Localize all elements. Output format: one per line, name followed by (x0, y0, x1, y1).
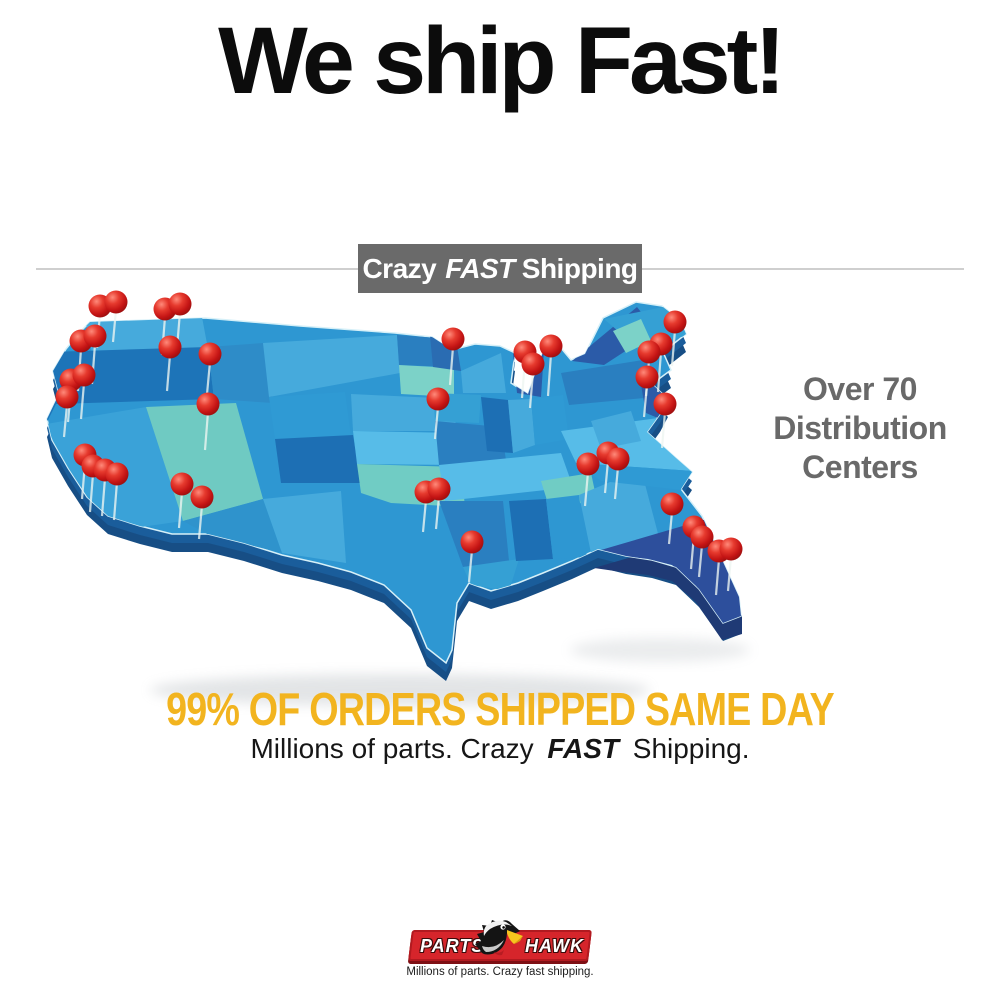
map-pin (55, 385, 79, 438)
subline-word-fast: FAST (547, 733, 619, 764)
map-pin (196, 392, 220, 451)
map-pin (158, 335, 182, 392)
map-pin (635, 365, 659, 418)
subline-part-1: Millions of parts. Crazy (250, 733, 534, 764)
distribution-line-1: Over 70 (803, 371, 917, 407)
map-pin (663, 310, 687, 367)
banner-word-fast: FAST (445, 252, 515, 284)
hawk-head-icon (475, 920, 523, 956)
subline-text: Millions of parts. Crazy FAST Shipping. (0, 733, 1000, 765)
map-pin (690, 525, 714, 578)
map-pin (719, 537, 743, 592)
map-pin (653, 392, 677, 449)
map-pin (426, 387, 450, 440)
map-pin (441, 327, 465, 386)
map-pin (660, 492, 684, 545)
map-pin (460, 530, 484, 583)
distribution-text: Over 70 Distribution Centers (754, 370, 966, 487)
logo-caption: Millions of parts. Crazy fast shipping. (406, 966, 594, 978)
subline-part-2: Shipping. (632, 733, 750, 764)
banner-word-crazy: Crazy (362, 252, 437, 284)
map-pin (576, 452, 600, 507)
map-pin (606, 447, 630, 500)
logo-word-parts: PARTS (420, 936, 485, 956)
map-pin (72, 363, 96, 420)
map-pin (104, 290, 128, 343)
partshawk-logo: PARTS HAWK Millions of parts. Crazy fast… (400, 916, 600, 988)
page-title: We ship Fast! (218, 8, 786, 114)
headline-text: 99% OF ORDERS SHIPPED SAME DAY (166, 683, 835, 735)
pins-layer (55, 290, 743, 596)
banner-word-shipping: Shipping (521, 252, 638, 284)
map-pin (105, 462, 129, 521)
shipping-banner: Crazy FAST Shipping (358, 244, 642, 293)
map-pin (427, 477, 451, 530)
distribution-line-3: Centers (802, 449, 918, 486)
logo-word-hawk: HAWK (525, 936, 584, 956)
map-pin (170, 472, 194, 529)
map-shadow (150, 638, 750, 706)
map-pin (190, 485, 214, 540)
map-pin (198, 342, 222, 395)
map-pin (521, 352, 545, 409)
distribution-line-2: Distribution (773, 410, 947, 447)
map-pin (539, 334, 563, 397)
